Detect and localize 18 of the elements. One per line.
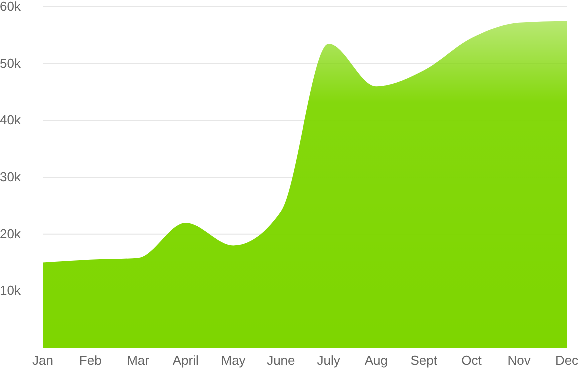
x-tick-label: April <box>172 353 200 368</box>
y-tick-label: 60k <box>0 0 22 14</box>
x-tick-label: June <box>267 353 296 368</box>
x-tick-label: Feb <box>79 353 102 368</box>
y-tick-label: 40k <box>0 112 22 128</box>
y-tick-label: 20k <box>0 226 22 242</box>
y-tick-label: 30k <box>0 170 22 184</box>
x-tick-label: Nov <box>508 353 532 368</box>
x-tick-label: Dec <box>555 353 580 368</box>
x-tick-label: Sept <box>410 353 438 368</box>
x-tick-label: Jan <box>32 353 54 368</box>
x-tick-label: May <box>221 353 246 368</box>
x-tick-label: Mar <box>127 353 150 368</box>
x-tick-label: Aug <box>364 353 388 368</box>
x-tick-label: Oct <box>462 353 482 368</box>
y-tick-label: 50k <box>0 56 22 71</box>
y-tick-label: 10k <box>0 283 22 298</box>
x-tick-label: July <box>317 353 341 368</box>
